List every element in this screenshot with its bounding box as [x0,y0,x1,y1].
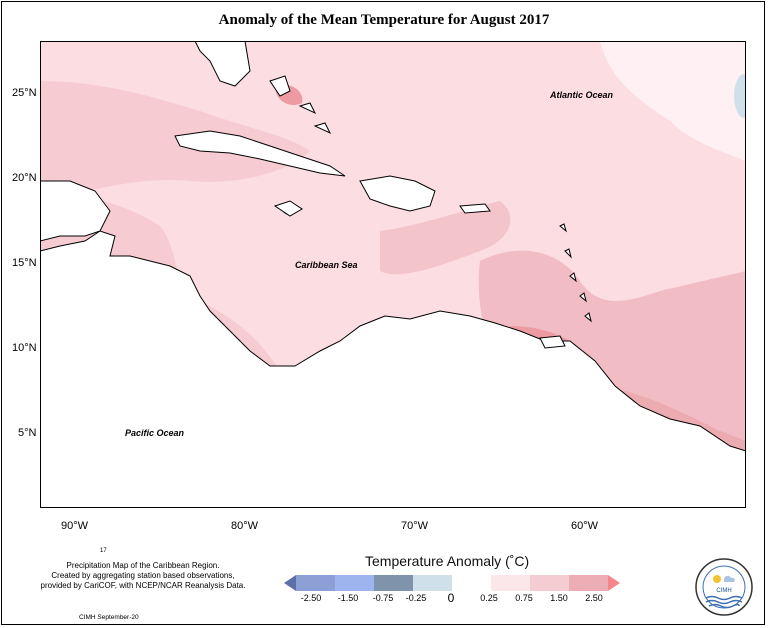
lat-label-5n: 5°N [18,427,37,439]
lon-label-60w: 60°W [571,520,599,532]
lesser-antilles [559,223,592,323]
legend-label: 0.75 [515,593,533,603]
lat-label-25n: 25°N [12,87,37,99]
anomaly-map: Atlantic Ocean Caribbean Sea Pacific Oce… [40,41,746,508]
legend-label: -0.25 [405,593,427,603]
legend-label: -2.50 [300,593,322,603]
legend-swatch [452,575,491,591]
hispaniola [359,175,436,212]
lon-label-90w: 90°W [61,520,89,532]
anomaly-patch-cool-ne [734,74,746,118]
puerto-rico [459,203,491,214]
label-caribbean-sea: Caribbean Sea [295,260,358,270]
legend-label: 0.25 [480,593,498,603]
lat-label-20n: 20°N [12,172,37,184]
legend-label: 1.50 [550,593,568,603]
legend-swatch [374,575,413,591]
legend-title: Temperature Anomaly (˚C) [365,553,530,569]
label-atlantic-ocean: Atlantic Ocean [549,90,614,100]
jamaica [273,200,303,217]
land-areas [40,41,746,508]
legend-swatch [335,575,374,591]
legend-colorbar [284,575,620,591]
footnote-text: Precipitation Map of the Caribbean Regio… [8,561,278,591]
legend-swatch [569,575,608,591]
map-title: Anomaly of the Mean Temperature for Augu… [218,12,550,28]
legend-label: -0.75 [372,593,394,603]
legend-swatch [491,575,530,591]
trinidad [539,335,566,349]
legend-label: -1.50 [337,593,359,603]
cimh-logo: CIMH [695,558,753,616]
legend-label: 0 [447,591,455,605]
footnote-line: Created by aggregating station based obs… [51,571,235,580]
lon-label-70w: 70°W [401,520,429,532]
footnote-number: 17 [100,548,107,554]
legend-label: 2.50 [585,593,603,603]
cuba [174,130,346,177]
legend-swatch [530,575,569,591]
footnote-line: provided by CariCOF, with NCEP/NCAR Rean… [40,581,246,590]
yucatan-peninsula [40,180,111,242]
anomaly-patch-gulf [40,81,310,201]
legend-arrow-low [284,575,296,591]
mainland-central-south-america [40,230,746,508]
footnote-credit: CIMH September-20 [79,614,139,621]
map-border [40,41,746,508]
logo-text: CIMH [716,588,731,594]
bahamas [269,75,332,135]
lon-label-80w: 80°W [231,520,259,532]
anomaly-patch-neutral-ne [600,41,746,161]
legend-swatch [296,575,335,591]
anomaly-patch-central [380,201,511,275]
lat-label-15n: 15°N [12,257,37,269]
cloud-icon [724,575,735,582]
label-pacific-ocean: Pacific Ocean [125,428,185,438]
sun-icon [713,575,721,583]
lat-label-10n: 10°N [12,342,37,354]
legend-arrow-high [608,575,620,591]
florida [194,41,251,87]
footnote-line: Precipitation Map of the Caribbean Regio… [66,561,220,570]
legend-swatch [413,575,452,591]
